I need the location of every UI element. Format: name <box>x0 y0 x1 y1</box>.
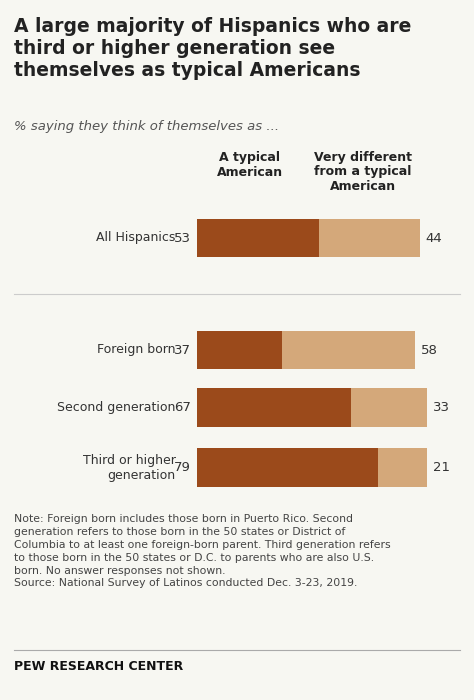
Text: Very different
from a typical
American: Very different from a typical American <box>314 150 411 193</box>
Bar <box>197 331 282 370</box>
Text: Note: Foreign born includes those born in Puerto Rico. Second
generation refers : Note: Foreign born includes those born i… <box>14 514 391 589</box>
Bar <box>197 449 378 487</box>
Text: Third or higher
generation: Third or higher generation <box>82 454 175 482</box>
Bar <box>282 331 415 370</box>
Text: 44: 44 <box>426 232 443 244</box>
Text: PEW RESEARCH CENTER: PEW RESEARCH CENTER <box>14 660 183 673</box>
Bar <box>351 388 427 427</box>
Bar <box>378 449 427 487</box>
Text: All Hispanics: All Hispanics <box>96 232 175 244</box>
Text: 53: 53 <box>174 232 191 244</box>
Text: Second generation: Second generation <box>57 401 175 414</box>
Bar <box>319 218 419 257</box>
Text: 58: 58 <box>421 344 438 356</box>
Bar <box>197 388 351 427</box>
Text: 33: 33 <box>433 401 450 414</box>
Text: A typical
American: A typical American <box>217 150 283 178</box>
Text: 21: 21 <box>433 461 450 474</box>
Text: Foreign born: Foreign born <box>97 344 175 356</box>
Text: % saying they think of themselves as ...: % saying they think of themselves as ... <box>14 120 279 134</box>
Bar <box>197 218 319 257</box>
Text: 79: 79 <box>174 461 191 474</box>
Text: 37: 37 <box>174 344 191 356</box>
Text: A large majority of Hispanics who are
third or higher generation see
themselves : A large majority of Hispanics who are th… <box>14 18 411 80</box>
Text: 67: 67 <box>174 401 191 414</box>
